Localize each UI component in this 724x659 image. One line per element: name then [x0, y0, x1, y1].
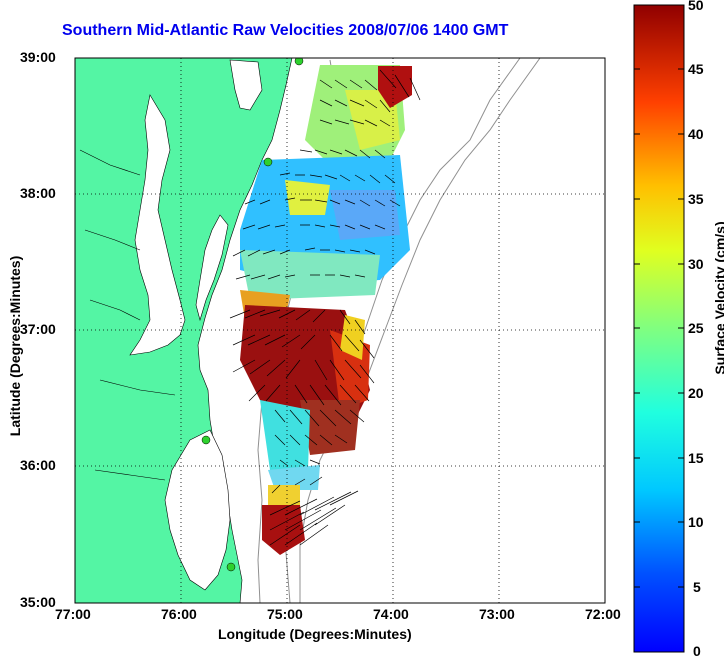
vector-arrows — [279, 149, 396, 184]
colorbar-ticks — [634, 68, 684, 588]
chart-title: Southern Mid-Atlantic Raw Velocities 200… — [62, 22, 509, 39]
colorbar-tick-label: 25 — [688, 320, 704, 336]
vector-arrows — [242, 197, 401, 230]
velocity-region — [268, 465, 320, 490]
vector-arrows — [232, 359, 375, 406]
y-tick-label: 36:00 — [20, 457, 56, 473]
velocity-region — [268, 485, 300, 505]
vector-arrows — [269, 490, 359, 546]
colorbar-tick-label: 40 — [688, 126, 704, 142]
delmarva-shore — [195, 214, 229, 322]
colorbar-tick-label: 30 — [688, 256, 704, 272]
x-tick-label: 75:00 — [267, 606, 303, 622]
rivers — [79, 149, 176, 481]
colorbar-tick-label: 5 — [693, 579, 701, 595]
station-marker — [201, 435, 211, 445]
x-tick-label: 74:00 — [373, 606, 409, 622]
y-axis-label: Latitude (Degrees:Minutes) — [7, 255, 23, 437]
colorbar-tick-label: 50 — [688, 0, 704, 13]
colorbar-tick-label: 35 — [688, 191, 704, 207]
x-tick-label: 72:00 — [585, 606, 621, 622]
y-tick-label: 35:00 — [20, 594, 56, 610]
velocity-region — [285, 180, 330, 215]
colorbar — [633, 4, 685, 653]
colorbar-tick-label: 20 — [688, 385, 704, 401]
vector-arrows — [319, 69, 421, 127]
velocity-region — [260, 400, 310, 470]
x-tick-label: 77:00 — [55, 606, 91, 622]
x-tick-label: 73:00 — [479, 606, 515, 622]
chesapeake-bay — [129, 94, 186, 356]
vector-arrows — [271, 409, 365, 494]
station-marker — [226, 562, 236, 572]
velocity-region — [345, 90, 400, 150]
velocity-region — [330, 190, 400, 240]
colorbar-tick-label: 15 — [688, 450, 704, 466]
vector-arrows — [232, 247, 376, 280]
grid — [75, 58, 605, 603]
bathymetry-contour-3 — [299, 58, 541, 603]
velocity-vectors — [229, 69, 421, 546]
colorbar-tick-label: 0 — [693, 643, 701, 659]
station-marker — [294, 58, 304, 66]
land-mainland — [75, 58, 293, 603]
x-axis-label: Longitude (Degrees:Minutes) — [218, 626, 412, 642]
radar-stations — [201, 58, 304, 572]
colorbar-tick-label: 10 — [688, 514, 704, 530]
station-marker — [263, 157, 273, 167]
axes-frame — [74, 57, 606, 604]
y-tick-label: 39:00 — [20, 49, 56, 65]
x-tick-label: 76:00 — [161, 606, 197, 622]
y-tick-label: 37:00 — [20, 321, 56, 337]
velocity-region — [340, 315, 365, 360]
y-tick-label: 38:00 — [20, 185, 56, 201]
delaware-bay — [229, 59, 263, 111]
colorbar-label: Surface Velocity (cm/s) — [712, 221, 724, 375]
colorbar-tick-label: 45 — [688, 61, 704, 77]
